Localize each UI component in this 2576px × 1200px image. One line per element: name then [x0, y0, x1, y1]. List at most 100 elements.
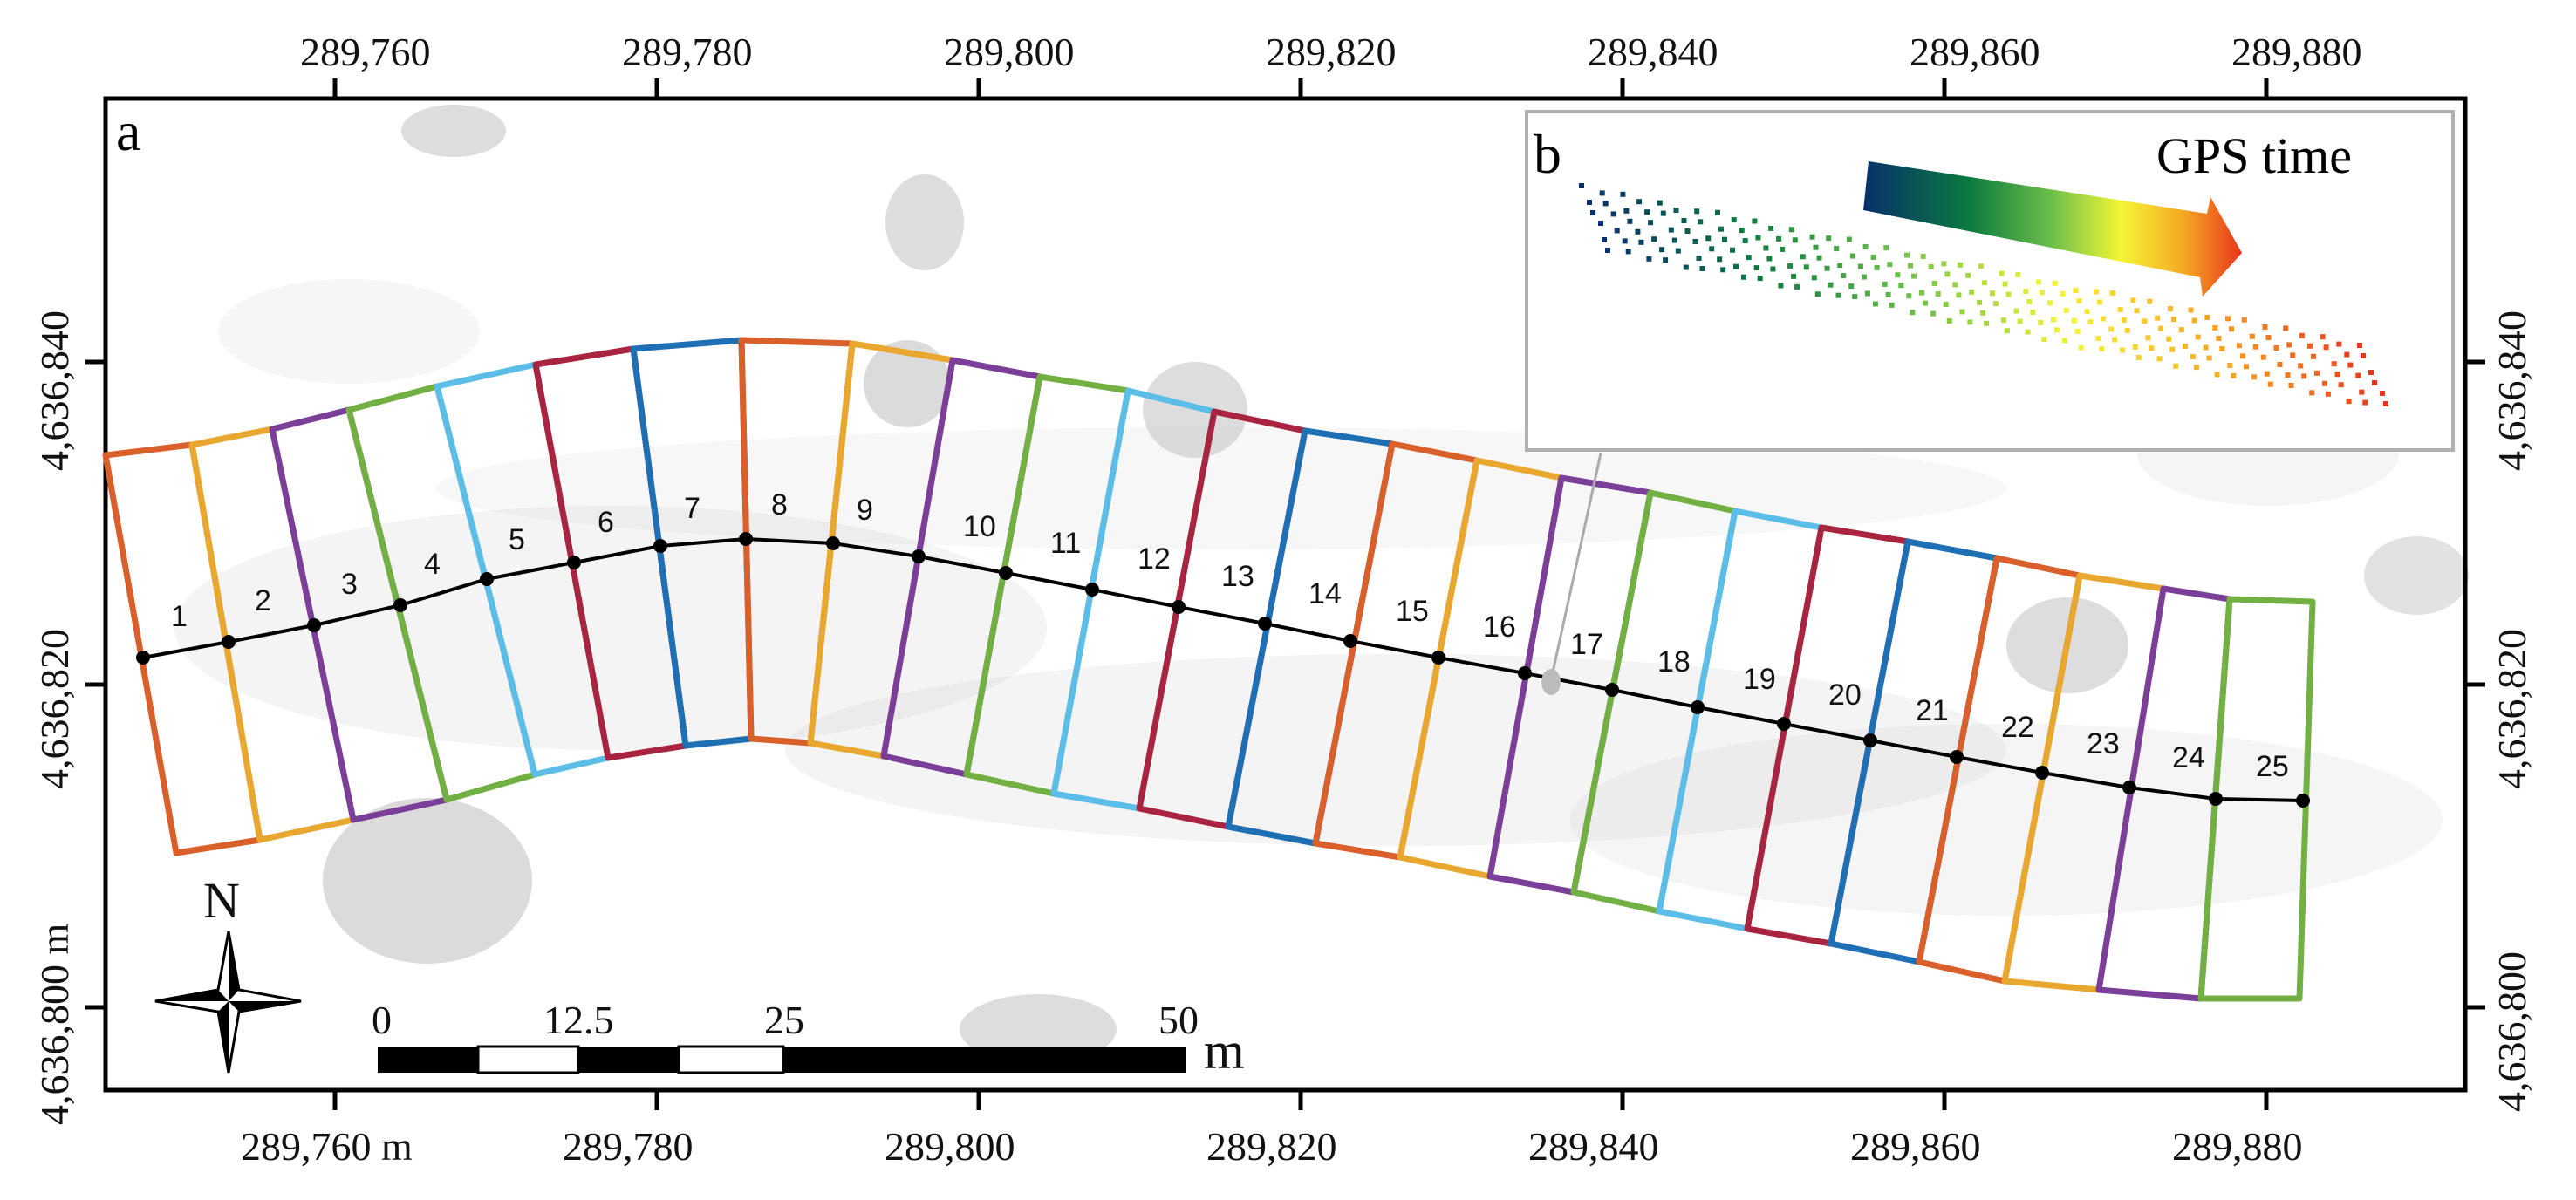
- gps-point: [2347, 362, 2354, 368]
- gps-point: [2359, 389, 2365, 395]
- inset-leader-line: [1549, 453, 1602, 681]
- gps-point: [1883, 245, 1889, 251]
- gps-point: [2241, 317, 2247, 323]
- gps-point: [2095, 336, 2101, 342]
- gps-point: [2030, 310, 2036, 315]
- gps-point: [2038, 320, 2044, 325]
- gps-point: [2361, 353, 2366, 358]
- gps-point: [1709, 246, 1715, 252]
- gps-point: [2206, 355, 2212, 361]
- gps-point: [2062, 338, 2067, 344]
- gps-point: [2267, 381, 2273, 387]
- gps-point: [2040, 290, 2045, 296]
- gps-point: [1627, 218, 1633, 224]
- gps-point: [2357, 343, 2362, 348]
- gps-point: [2013, 308, 2019, 314]
- gps-point: [1720, 267, 1726, 273]
- gps-point: [1811, 275, 1817, 281]
- gps-point: [2251, 374, 2257, 380]
- gps-point: [1605, 248, 1610, 253]
- gps-point: [2306, 343, 2313, 349]
- gps-point: [1920, 254, 1926, 259]
- gps-point: [2204, 314, 2210, 320]
- segment-label: 23: [2087, 727, 2120, 760]
- gps-point: [1696, 256, 1702, 261]
- gps-point: [2225, 316, 2231, 322]
- segment-label: 4: [424, 548, 441, 581]
- gps-point: [2026, 299, 2033, 304]
- gps-point: [1787, 262, 1794, 269]
- gps-point: [2273, 345, 2279, 351]
- gps-point: [2036, 279, 2041, 285]
- gps-point: [1904, 252, 1910, 258]
- centerline-node: [912, 549, 926, 563]
- gps-point: [2017, 318, 2023, 324]
- centerline-node: [653, 539, 667, 553]
- centerline-node: [1518, 666, 1532, 680]
- segment-label: 2: [255, 584, 271, 617]
- gps-point: [1849, 253, 1855, 259]
- gps-point: [1620, 191, 1626, 197]
- right-tick-label: 4,636,840: [2490, 310, 2534, 471]
- gps-point: [1848, 283, 1855, 290]
- inset-location-marker: [1541, 669, 1561, 695]
- gps-point: [2331, 361, 2337, 367]
- gps-point: [2130, 297, 2136, 303]
- centerline-node: [307, 618, 321, 632]
- gps-point: [2060, 290, 2066, 297]
- gps-point: [2078, 344, 2084, 351]
- centerline-node: [1085, 583, 1099, 597]
- gps-point: [1872, 301, 1878, 307]
- gps-point: [2158, 325, 2164, 331]
- gps-point: [2264, 371, 2270, 377]
- gps-point: [2309, 390, 2315, 396]
- centerline: [136, 532, 2310, 808]
- bottom-tick-label: 289,780: [563, 1124, 694, 1169]
- centerline-node: [2209, 792, 2223, 806]
- centerline-node: [480, 572, 494, 586]
- gps-point: [1874, 264, 1880, 270]
- gps-point: [1730, 247, 1735, 253]
- gps-point: [2216, 335, 2222, 341]
- gps-point: [2124, 327, 2130, 333]
- gps-point: [1910, 310, 1916, 316]
- gps-point: [1958, 262, 1964, 268]
- gps-point: [1768, 225, 1774, 231]
- gps-point: [2383, 401, 2388, 406]
- segment-label: 5: [509, 523, 525, 556]
- gps-point: [2288, 383, 2294, 388]
- segment-label: 15: [1396, 595, 1429, 628]
- centerline-node: [999, 566, 1013, 580]
- gps-point: [2262, 324, 2268, 330]
- gps-point: [2336, 341, 2342, 347]
- gps-point: [2334, 372, 2340, 378]
- north-label: N: [203, 872, 240, 929]
- gps-point: [2321, 380, 2327, 386]
- gps-point: [2182, 344, 2188, 350]
- gps-point: [1644, 209, 1650, 215]
- gps-point: [2344, 351, 2350, 358]
- gps-point: [2237, 343, 2242, 349]
- centerline-node: [222, 635, 236, 649]
- gps-point: [2313, 370, 2320, 376]
- centerline-node: [393, 598, 407, 612]
- gps-point: [1992, 301, 1999, 307]
- gps-point: [1635, 228, 1641, 235]
- gps-point: [2051, 317, 2056, 323]
- gps-point: [2285, 372, 2291, 378]
- gps-point: [1622, 238, 1628, 244]
- gps-point: [2142, 318, 2148, 324]
- gps-point: [1965, 272, 1971, 278]
- gps-point: [1718, 226, 1724, 232]
- gps-point: [1959, 309, 1965, 315]
- gps-point: [1923, 300, 1928, 306]
- gps-point: [2368, 370, 2374, 375]
- gps-point: [1614, 228, 1620, 234]
- segment-label: 24: [2172, 741, 2205, 774]
- gps-point: [1906, 293, 1912, 299]
- gps-point: [1757, 276, 1763, 282]
- gps-point: [1717, 256, 1723, 262]
- scale-label: 50: [1158, 998, 1199, 1042]
- gps-point: [1931, 281, 1937, 286]
- gps-point: [2323, 344, 2329, 351]
